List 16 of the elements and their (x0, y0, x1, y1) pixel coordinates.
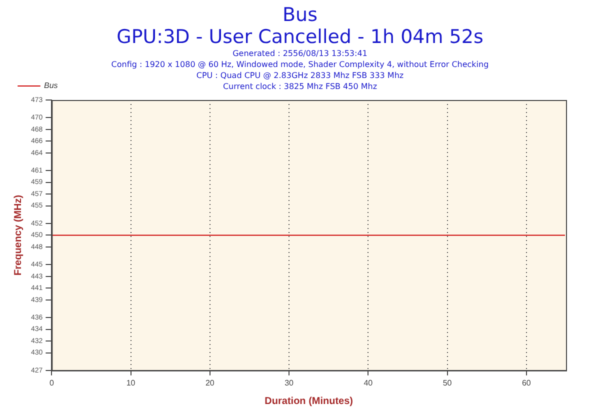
x-tick-label: 0 (49, 378, 54, 388)
text: CPU : Quad CPU @ 2.83GHz 2833 Mhz FSB 333 Mhz (195, 70, 405, 81)
x-tick-label: 50 (442, 378, 452, 388)
x-tick-label: 60 (522, 378, 532, 388)
x-tick-label: 30 (284, 378, 294, 388)
y-axis-title: Frequency (MHz) (12, 194, 24, 276)
x-axis-title: Duration (Minutes) (264, 396, 354, 407)
text: Generated : 2556/08/13 13:53:41 (232, 48, 368, 59)
x-tick-label: 40 (364, 378, 374, 388)
x-tick-label: 10 (126, 378, 136, 388)
legend-label: Bus (44, 81, 58, 90)
chart-title: Bus (282, 4, 318, 26)
text: Current clock : 3825 Mhz FSB 450 Mhz (222, 81, 378, 92)
text: Config : 1920 x 1080 @ 60 Hz, Windowed mode, Shader Complexity 4, without Error Checking (110, 59, 490, 70)
x-tick-label: 20 (205, 378, 215, 388)
chart-subtitle: GPU:3D - User Cancelled - 1h 04m 52s (116, 26, 484, 48)
